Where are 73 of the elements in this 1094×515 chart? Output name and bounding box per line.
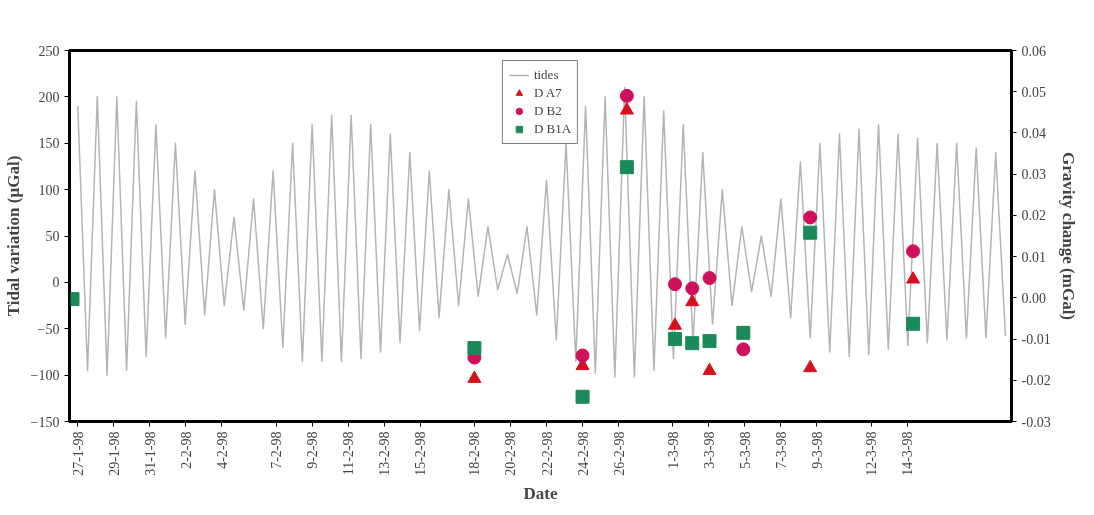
point	[736, 325, 751, 340]
y-tick-label: −50	[37, 321, 60, 337]
point	[685, 281, 700, 296]
point	[736, 342, 751, 357]
y-tick-label: 250	[38, 43, 60, 59]
point	[803, 225, 818, 240]
x-tick-label: 14-3-98	[900, 431, 916, 476]
x-tick-label: 5-3-98	[737, 431, 753, 469]
x-tick-label: 15-2-98	[413, 431, 429, 476]
y2-axis-title: Gravity change (mGal)	[1058, 151, 1078, 321]
y2-tick-label: 0.00	[1021, 290, 1046, 306]
point	[702, 334, 717, 349]
y-tick-label: 200	[38, 89, 60, 105]
point	[906, 244, 921, 259]
y2-tick-label: -0.02	[1021, 373, 1051, 389]
y2-tick-label: 0.06	[1021, 43, 1046, 59]
y-tick-label: −100	[30, 368, 60, 384]
x-tick-label: 31-1-98	[142, 431, 158, 476]
point	[619, 160, 634, 175]
legend-label: D B2	[533, 103, 562, 119]
x-tick-label: 9-2-98	[305, 431, 321, 469]
legend-label: D A7	[533, 85, 562, 101]
y2-tick-label: -0.01	[1021, 332, 1051, 348]
point	[619, 102, 634, 115]
point	[467, 370, 482, 383]
y2-tick-label: 0.05	[1021, 84, 1046, 100]
y-axis-title: Tidal variation (µGal)	[3, 155, 23, 317]
point	[667, 277, 682, 292]
point	[702, 362, 717, 376]
x-tick-label: 3-3-98	[701, 431, 717, 469]
x-tick-label: 4-2-98	[214, 431, 230, 469]
x-tick-label: 18-2-98	[467, 431, 483, 476]
point	[575, 348, 590, 363]
x-tick-label: 12-3-98	[864, 431, 880, 476]
y-tick-label: 50	[45, 229, 60, 244]
point	[467, 341, 482, 356]
x-tick-label: 11-2-98	[341, 431, 357, 476]
y2-tick-label: 0.03	[1021, 167, 1046, 183]
x-tick-label: 7-2-98	[269, 431, 285, 469]
point	[803, 210, 818, 225]
y-tick-label: −150	[30, 414, 60, 430]
point	[575, 389, 590, 404]
line-series	[77, 86, 1007, 378]
x-tick-label: 7-3-98	[773, 431, 789, 469]
legend-label: tides	[533, 67, 559, 83]
y2-tick-label: -0.03	[1021, 414, 1051, 430]
point	[685, 293, 700, 307]
y-tick-label: 150	[38, 136, 60, 152]
point	[685, 336, 700, 351]
x-tick-label: 9-3-98	[809, 431, 825, 469]
x-tick-label: 2-2-98	[178, 431, 194, 469]
x-axis-title: Date	[523, 483, 558, 503]
y2-tick-label: 0.01	[1021, 249, 1046, 265]
y2-tick-label: 0.02	[1021, 208, 1046, 224]
x-tick-label: 20-2-98	[503, 431, 519, 476]
point	[906, 316, 921, 331]
x-tick-label: 26-2-98	[611, 431, 627, 476]
x-tick-label: 13-2-98	[377, 431, 393, 476]
x-tick-label: 22-2-98	[539, 431, 555, 476]
x-tick-label: 27-1-98	[70, 431, 86, 476]
point	[906, 271, 921, 284]
y2-tick-label: 0.04	[1021, 125, 1046, 141]
y-tick-label: 100	[38, 182, 60, 198]
x-tick-label: 29-1-98	[106, 431, 122, 476]
point	[619, 88, 634, 103]
point	[702, 271, 717, 286]
point	[667, 332, 682, 347]
x-tick-label: 1-3-98	[665, 431, 681, 469]
point	[667, 317, 682, 330]
point	[803, 359, 818, 373]
y-tick-label: 0	[52, 275, 60, 291]
legend-label: D B1A	[533, 121, 572, 137]
x-tick-label: 24-2-98	[575, 431, 591, 476]
